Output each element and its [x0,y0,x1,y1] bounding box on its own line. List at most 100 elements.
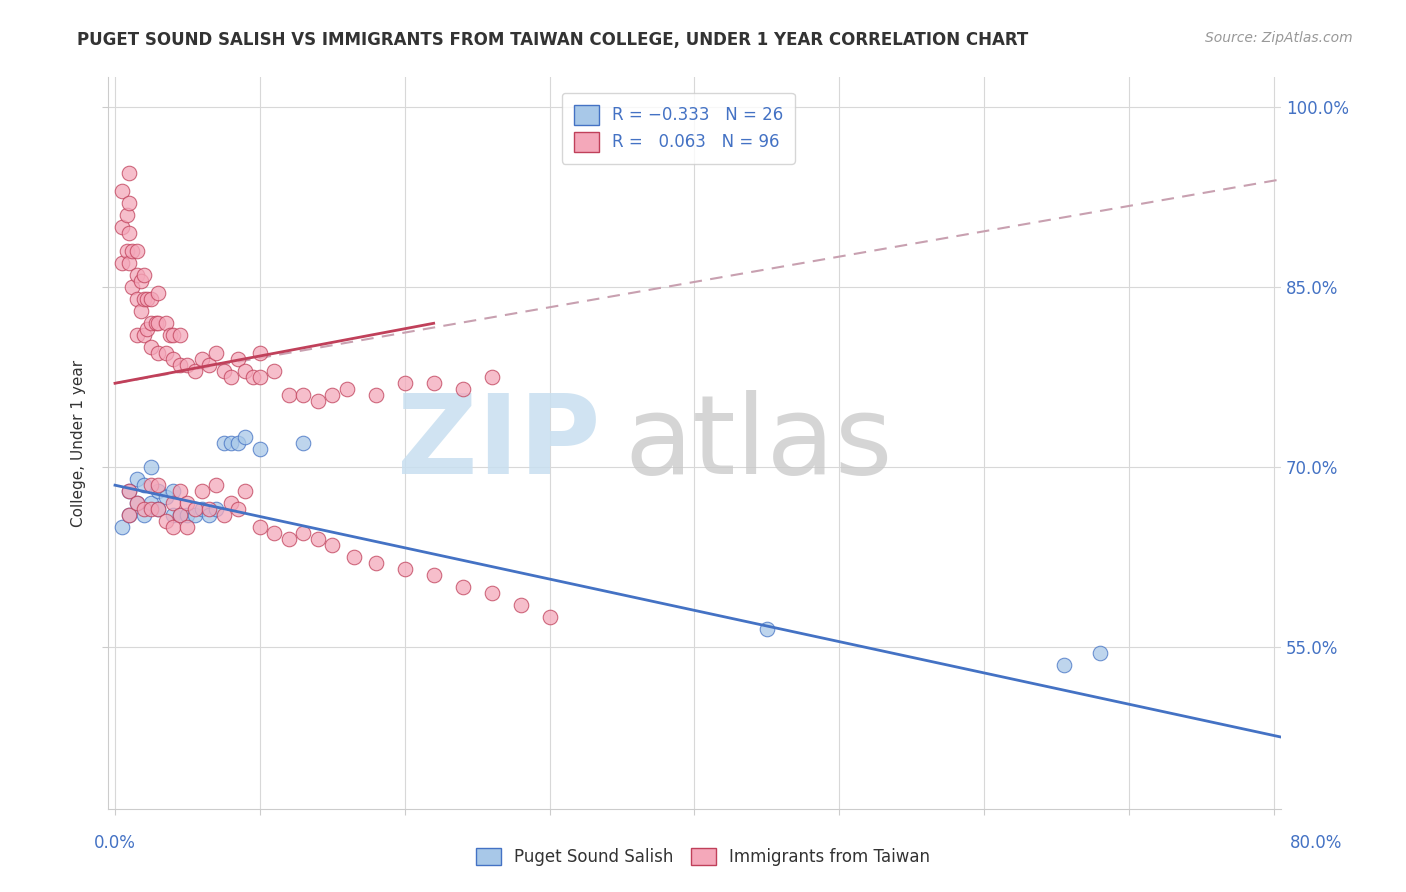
Point [191,352,214,367]
Point [129,304,152,318]
Legend: R = −0.333   N = 26, R =   0.063   N = 96: R = −0.333 N = 26, R = 0.063 N = 96 [562,93,794,164]
Point [292,526,315,541]
Point [169,508,191,523]
Point [242,370,264,384]
Point [481,586,503,600]
Point [135,322,157,336]
Point [169,358,191,372]
Point [176,496,198,510]
Point [212,436,235,450]
Point [1088,646,1111,660]
Point [135,293,157,307]
Point [235,364,257,378]
Point [277,532,299,546]
Point [451,382,474,396]
Point [148,316,170,330]
Point [263,526,285,541]
Point [364,556,387,570]
Point [509,598,531,612]
Point [141,478,163,492]
Point [125,472,148,486]
Text: atlas: atlas [624,390,893,497]
Point [162,484,184,499]
Text: 0.0%: 0.0% [94,834,136,852]
Point [141,340,163,354]
Point [755,622,778,636]
Point [212,364,235,378]
Point [176,508,198,523]
Point [118,227,141,241]
Point [364,388,387,402]
Point [169,484,191,499]
Text: PUGET SOUND SALISH VS IMMIGRANTS FROM TAIWAN COLLEGE, UNDER 1 YEAR CORRELATION C: PUGET SOUND SALISH VS IMMIGRANTS FROM TA… [77,31,1029,49]
Point [125,244,148,259]
Point [321,388,343,402]
Point [219,370,242,384]
Point [205,502,228,516]
Point [148,286,170,301]
Point [118,484,141,499]
Point [198,502,221,516]
Point [226,502,249,516]
Point [205,346,228,360]
Point [191,484,214,499]
Point [249,520,271,534]
Point [159,328,181,343]
Point [292,388,315,402]
Point [129,274,152,288]
Point [118,508,141,523]
Point [307,532,329,546]
Point [111,185,134,199]
Point [141,496,163,510]
Point [198,358,221,372]
Point [205,478,228,492]
Point [118,166,141,180]
Point [121,244,143,259]
Point [162,352,184,367]
Point [394,562,416,576]
Point [249,346,271,360]
Point [198,508,221,523]
Point [307,394,329,409]
Point [183,364,205,378]
Point [226,436,249,450]
Point [162,520,184,534]
Point [162,508,184,523]
Point [148,502,170,516]
Point [162,328,184,343]
Text: 80.0%: 80.0% [1291,834,1343,852]
Point [132,293,155,307]
Point [219,436,242,450]
Legend: Puget Sound Salish, Immigrants from Taiwan: Puget Sound Salish, Immigrants from Taiw… [468,840,938,875]
Point [162,496,184,510]
Point [125,268,148,283]
Point [132,478,155,492]
Point [121,280,143,294]
Point [343,550,366,565]
Point [125,496,148,510]
Point [191,502,214,516]
Point [155,514,177,528]
Point [235,430,257,444]
Point [321,538,343,552]
Point [422,376,444,391]
Point [148,346,170,360]
Point [176,358,198,372]
Point [1053,658,1076,673]
Point [148,478,170,492]
Point [115,244,138,259]
Point [118,484,141,499]
Point [125,328,148,343]
Point [111,220,134,235]
Y-axis label: College, Under 1 year: College, Under 1 year [72,359,86,527]
Point [277,388,299,402]
Point [219,496,242,510]
Point [336,382,359,396]
Point [148,484,170,499]
Point [118,256,141,270]
Point [235,484,257,499]
Point [148,502,170,516]
Point [212,508,235,523]
Point [169,328,191,343]
Point [111,520,134,534]
